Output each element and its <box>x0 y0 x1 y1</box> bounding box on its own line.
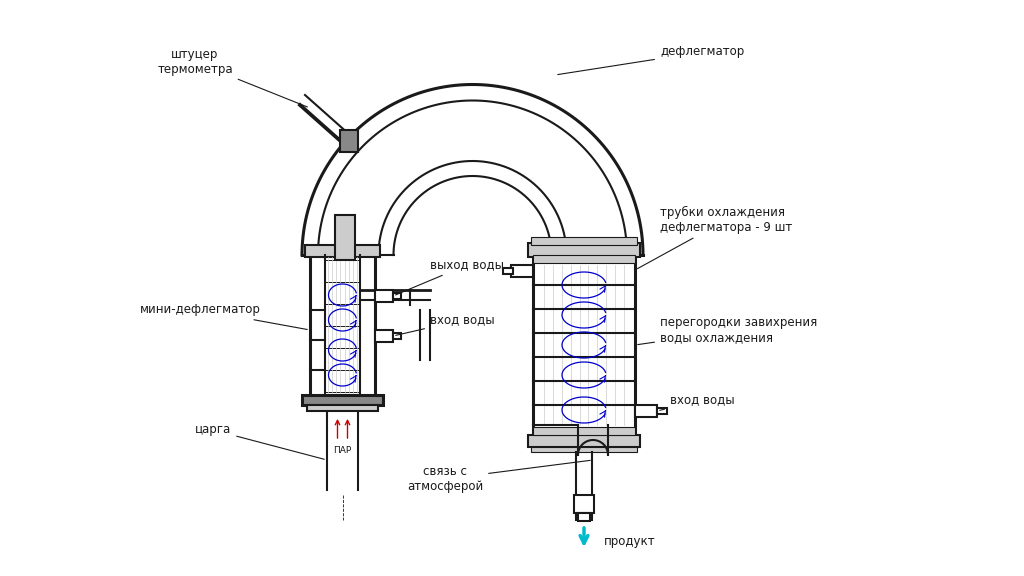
Bar <box>302 395 383 405</box>
Bar <box>393 333 401 339</box>
Bar <box>657 408 667 414</box>
Bar <box>528 243 640 257</box>
Bar <box>574 495 594 513</box>
Bar <box>335 215 355 260</box>
Bar <box>393 293 401 299</box>
Text: ПАР: ПАР <box>334 446 351 455</box>
Text: перегородки завихрения
воды охлаждения: перегородки завихрения воды охлаждения <box>638 316 817 344</box>
Bar <box>503 268 513 274</box>
Bar <box>340 130 358 152</box>
Text: вход воды: вход воды <box>395 313 495 335</box>
Bar <box>531 447 637 452</box>
Bar <box>635 405 657 417</box>
Bar <box>307 405 378 411</box>
Text: дефлегматор: дефлегматор <box>558 46 744 74</box>
Bar <box>534 255 635 263</box>
Bar <box>534 427 635 435</box>
Text: продукт: продукт <box>604 536 655 548</box>
Bar <box>375 290 393 302</box>
Bar <box>531 237 637 245</box>
Text: выход воды: выход воды <box>395 259 504 295</box>
Text: царга: царга <box>195 423 325 459</box>
Bar <box>305 245 380 257</box>
Text: трубки охлаждения
дефлегматора - 9 шт: трубки охлаждения дефлегматора - 9 шт <box>637 206 793 268</box>
Bar <box>578 513 590 521</box>
Bar <box>511 265 534 277</box>
Text: штуцер
термометра: штуцер термометра <box>158 48 307 107</box>
Text: мини-дефлегматор: мини-дефлегматор <box>140 304 307 329</box>
Bar <box>375 330 393 342</box>
Text: вход воды: вход воды <box>659 393 734 410</box>
Text: связь с
атмосферой: связь с атмосферой <box>407 460 590 493</box>
Bar <box>528 435 640 447</box>
